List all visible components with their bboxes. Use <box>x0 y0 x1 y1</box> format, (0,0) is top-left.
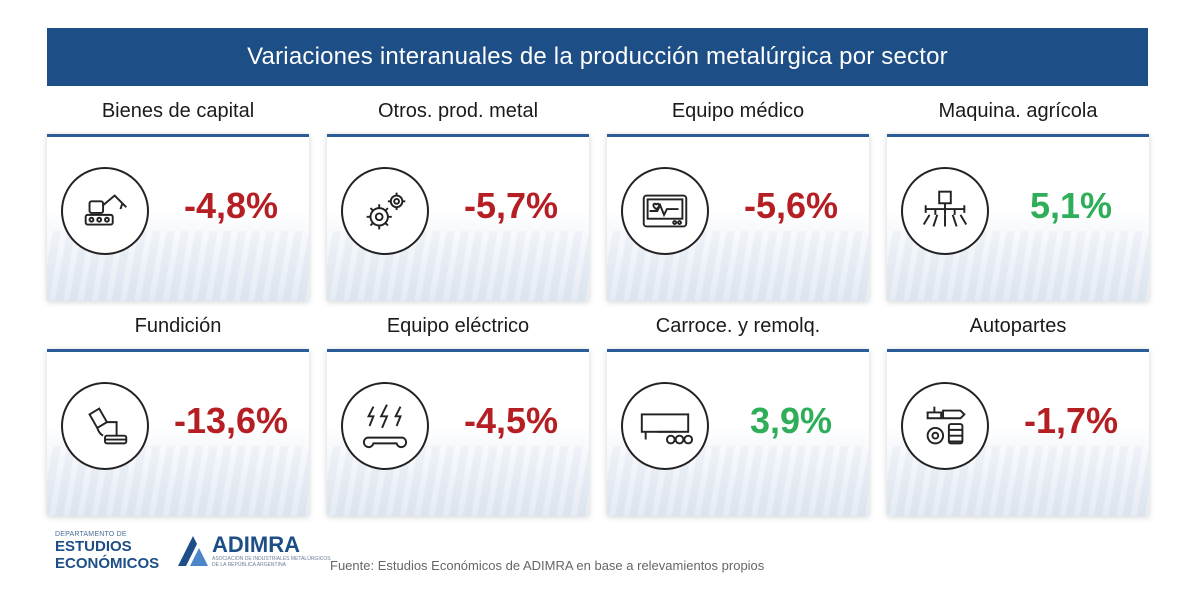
logo-dept-small: DEPARTAMENTO DE <box>55 531 127 538</box>
logo-dept-line2: ECONÓMICOS <box>55 555 160 572</box>
estudios-economicos-logo: DEPARTAMENTO DE ESTUDIOS ECONÓMICOS <box>55 531 159 572</box>
sector-value: -1,7% <box>1023 400 1119 441</box>
sector-card-autopartes: Autopartes -1,7% <box>887 315 1149 516</box>
sector-card-body: -1,7% <box>887 349 1149 516</box>
trailer-icon <box>621 382 709 470</box>
sector-title: Bienes de capital <box>101 100 255 122</box>
sector-value: -5,7% <box>463 185 559 226</box>
sector-value: 3,9% <box>749 400 833 441</box>
sector-card-body: -5,6% <box>607 134 869 301</box>
adimra-logo: ADIMRA ASOCIACIÓN DE INDUSTRIALES METALÚ… <box>178 534 332 568</box>
adimra-mark-icon <box>178 536 208 566</box>
logo-dept-line1: ESTUDIOS <box>55 538 132 555</box>
sector-value: -4,5% <box>463 400 559 441</box>
sector-card-body: -13,6% <box>47 349 309 516</box>
sector-title: Autopartes <box>969 315 1067 337</box>
sector-card-body: -5,7% <box>327 134 589 301</box>
sector-title: Carroce. y remolq. <box>655 315 821 337</box>
source-note: Fuente: Estudios Económicos de ADIMRA en… <box>330 558 765 573</box>
sector-grid: Bienes de capital -4,8% Otros. prod. met… <box>47 100 1149 516</box>
sector-card-otros-prod-metal: Otros. prod. metal -5,7% <box>327 100 589 301</box>
sector-card-body: 3,9% <box>607 349 869 516</box>
foundry-ladle-icon <box>61 382 149 470</box>
sector-value: -13,6% <box>173 400 289 441</box>
sector-card-equipo-electrico: Equipo eléctrico -4,5% <box>327 315 589 516</box>
sector-title: Equipo eléctrico <box>386 315 530 337</box>
sector-title: Maquina. agrícola <box>938 100 1098 122</box>
sector-card-body: -4,8% <box>47 134 309 301</box>
sector-card-bienes-de-capital: Bienes de capital -4,8% <box>47 100 309 301</box>
electric-wrench-icon <box>341 382 429 470</box>
adimra-brand: ADIMRA <box>212 532 300 557</box>
page-title-banner: Variaciones interanuales de la producció… <box>47 28 1148 86</box>
page-title: Variaciones interanuales de la producció… <box>247 43 948 70</box>
sector-card-body: -4,5% <box>327 349 589 516</box>
adimra-tagline: ASOCIACIÓN DE INDUSTRIALES METALÚRGICOS … <box>212 556 331 568</box>
heart-monitor-icon <box>621 167 709 255</box>
sector-value: -5,6% <box>743 185 839 226</box>
sector-card-carroce-remolq: Carroce. y remolq. 3,9% <box>607 315 869 516</box>
sector-value: -4,8% <box>183 185 279 226</box>
robot-arm-icon <box>61 167 149 255</box>
sector-value: 5,1% <box>1029 185 1113 226</box>
sector-title: Fundición <box>134 315 222 337</box>
sprayer-icon <box>901 167 989 255</box>
sector-card-equipo-medico: Equipo médico -5,6% <box>607 100 869 301</box>
sector-card-body: 5,1% <box>887 134 1149 301</box>
sector-card-maquina-agricola: Maquina. agrícola 5,1% <box>887 100 1149 301</box>
sector-title: Equipo médico <box>671 100 805 122</box>
sector-card-fundicion: Fundición -13,6% <box>47 315 309 516</box>
sector-title: Otros. prod. metal <box>377 100 539 122</box>
auto-parts-icon <box>901 382 989 470</box>
gears-icon <box>341 167 429 255</box>
